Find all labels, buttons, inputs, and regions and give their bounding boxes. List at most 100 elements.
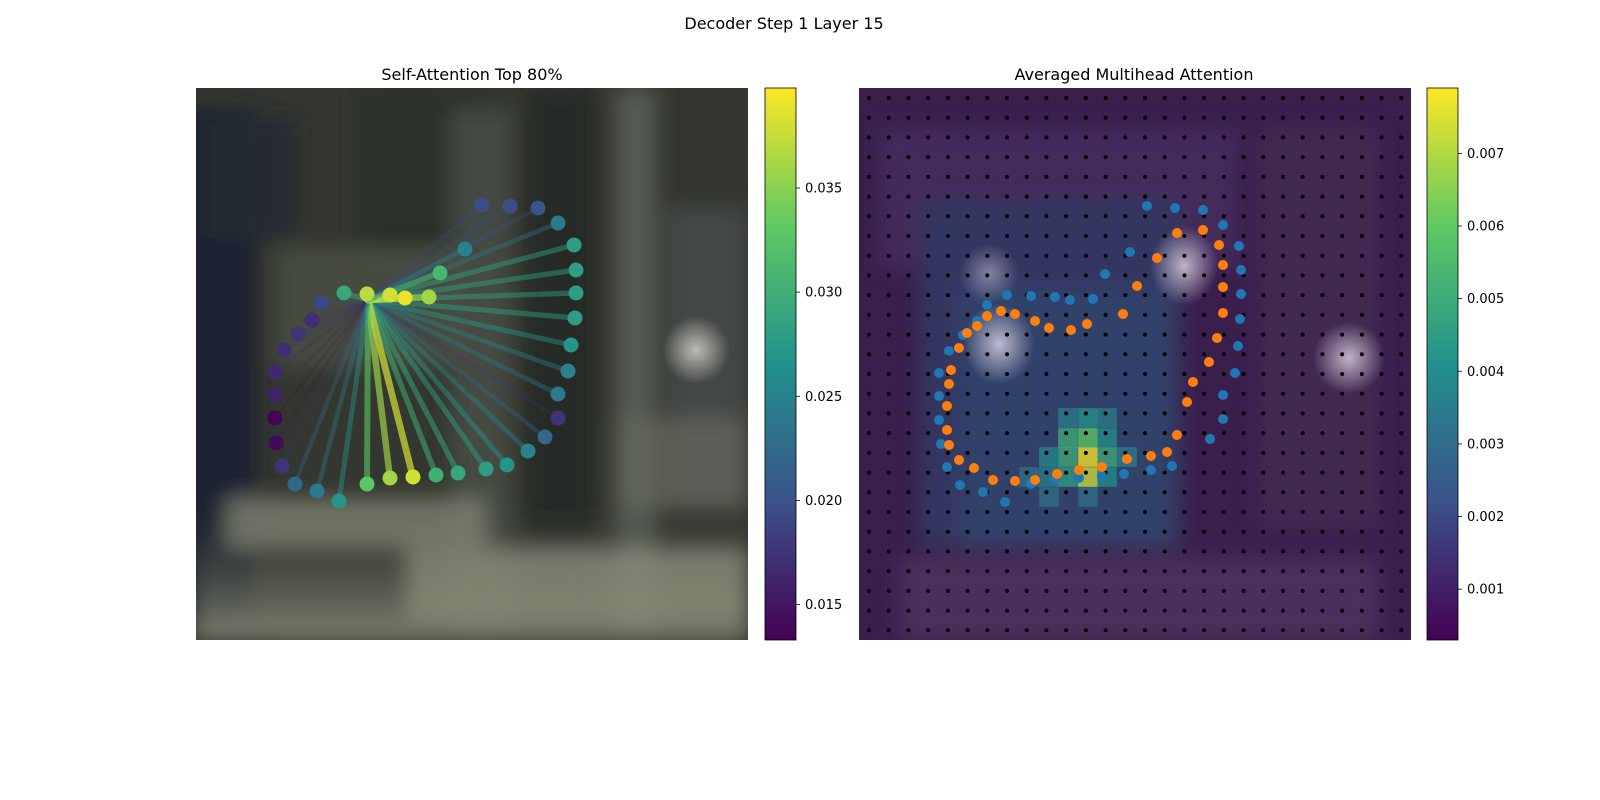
- orange-keypoint: [944, 379, 954, 389]
- grid-dot: [1083, 352, 1088, 357]
- grid-dot: [1399, 96, 1404, 100]
- grid-dot: [1320, 214, 1325, 219]
- grid-dot: [1005, 155, 1009, 160]
- grid-dot: [1005, 391, 1009, 396]
- orange-keypoint: [944, 440, 954, 450]
- grid-dot: [926, 312, 931, 317]
- grid-dot: [1123, 135, 1128, 140]
- grid-dot: [945, 332, 950, 337]
- grid-dot: [886, 194, 891, 199]
- grid-dot: [1379, 431, 1384, 436]
- blue-keypoint: [978, 487, 988, 497]
- grid-dot: [1182, 174, 1187, 179]
- grid-dot: [886, 411, 891, 416]
- grid-dot: [1261, 549, 1266, 554]
- heatmap-cell: [1078, 487, 1098, 507]
- grid-dot: [1300, 155, 1305, 160]
- grid-dot: [945, 194, 950, 199]
- grid-dot: [1281, 431, 1285, 436]
- grid-dot: [1379, 450, 1384, 455]
- grid-dot: [1064, 135, 1069, 140]
- grid-dot: [1103, 214, 1108, 219]
- grid-dot: [1320, 529, 1325, 534]
- grid-dot: [1300, 411, 1305, 416]
- grid-dot: [1103, 155, 1108, 160]
- attention-edge: [280, 298, 370, 468]
- orange-keypoint: [1066, 325, 1076, 335]
- grid-dot: [1083, 253, 1088, 258]
- orange-keypoint: [1118, 309, 1128, 319]
- grid-dot: [867, 490, 871, 495]
- grid-dot: [1103, 253, 1108, 258]
- grid-dot: [1300, 450, 1305, 455]
- grid-dot: [1143, 391, 1147, 396]
- colorbar-tick-label: 0.005: [1467, 292, 1504, 307]
- grid-dot: [1083, 431, 1088, 436]
- grid-dot: [1123, 293, 1128, 298]
- attention-edge: [365, 297, 561, 397]
- keypoint-node: [550, 410, 566, 426]
- grid-dot: [1261, 174, 1266, 179]
- grid-dot: [1064, 155, 1069, 160]
- grid-dot: [1123, 628, 1128, 633]
- grid-dot: [886, 96, 891, 100]
- grid-dot: [1083, 174, 1088, 179]
- orange-keypoint: [1122, 454, 1132, 464]
- keypoint-node: [563, 337, 579, 353]
- grid-dot: [867, 194, 871, 199]
- grid-dot: [1320, 450, 1325, 455]
- grid-dot: [886, 372, 891, 376]
- grid-dot: [1083, 135, 1088, 140]
- grid-dot: [1202, 194, 1207, 199]
- grid-dot: [1103, 431, 1108, 436]
- grid-dot: [1162, 96, 1167, 100]
- orange-keypoint: [1218, 282, 1228, 292]
- grid-dot: [1340, 174, 1345, 179]
- grid-dot: [1143, 510, 1147, 514]
- grid-dot: [1044, 470, 1049, 475]
- grid-dot: [1064, 96, 1069, 100]
- grid-dot: [1340, 312, 1345, 317]
- grid-dot: [965, 312, 970, 317]
- grid-dot: [1123, 411, 1128, 416]
- grid-dot: [1064, 174, 1069, 179]
- grid-dot: [1123, 510, 1128, 514]
- grid-dot: [1359, 273, 1364, 278]
- grid-dot: [1162, 234, 1167, 238]
- grid-dot: [1143, 608, 1147, 613]
- blue-keypoint: [1218, 220, 1228, 230]
- grid-dot: [1162, 253, 1167, 258]
- grid-dot: [1379, 608, 1384, 613]
- grid-dot: [1005, 194, 1009, 199]
- grid-dot: [1320, 312, 1325, 317]
- grid-dot: [1340, 549, 1345, 554]
- grid-dot: [1202, 588, 1207, 593]
- grid-dot: [1143, 549, 1147, 554]
- grid-dot: [1399, 549, 1404, 554]
- grid-dot: [1281, 174, 1285, 179]
- grid-dot: [1083, 628, 1088, 633]
- grid-dot: [1221, 273, 1226, 278]
- grid-dot: [1064, 490, 1069, 495]
- grid-dot: [1005, 549, 1009, 554]
- blue-keypoint: [1233, 341, 1243, 351]
- blue-keypoint: [1167, 461, 1177, 471]
- grid-dot: [1340, 470, 1345, 475]
- grid-dot: [1044, 608, 1049, 613]
- grid-dot: [1005, 450, 1009, 455]
- grid-dot: [1044, 411, 1049, 416]
- grid-dot: [906, 194, 911, 199]
- grid-dot: [886, 253, 891, 258]
- grid-dot: [1005, 470, 1009, 475]
- grid-dot: [1320, 135, 1325, 140]
- blue-keypoint: [1074, 473, 1084, 483]
- grid-dot: [926, 569, 931, 574]
- grid-dot: [1320, 352, 1325, 357]
- grid-dot: [1241, 608, 1246, 613]
- grid-dot: [1340, 391, 1345, 396]
- grid-dot: [1064, 450, 1069, 455]
- grid-dot: [945, 588, 950, 593]
- grid-dot: [1281, 470, 1285, 475]
- grid-dot: [1340, 194, 1345, 199]
- grid-dot: [965, 510, 970, 514]
